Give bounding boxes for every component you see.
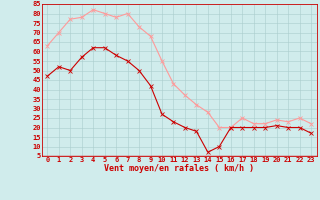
X-axis label: Vent moyen/en rafales ( km/h ): Vent moyen/en rafales ( km/h ) bbox=[104, 164, 254, 173]
